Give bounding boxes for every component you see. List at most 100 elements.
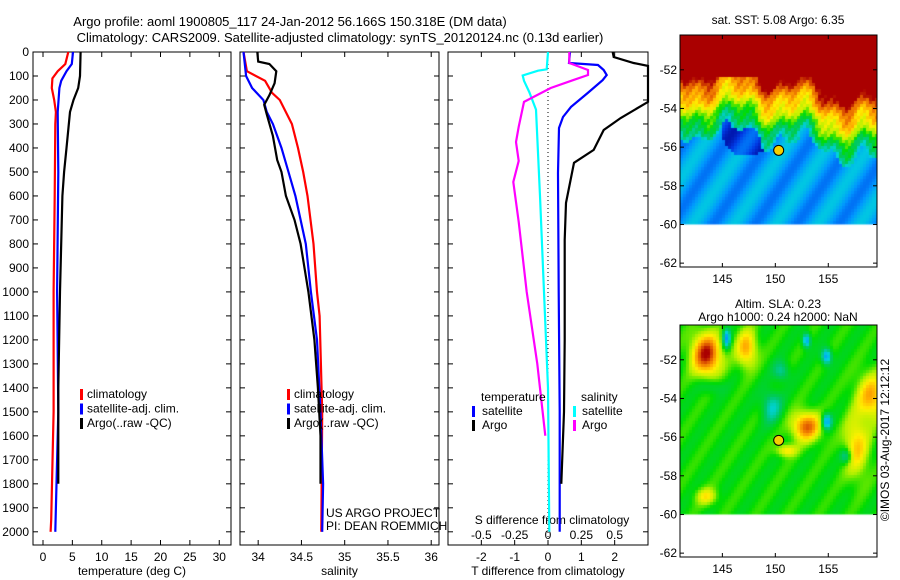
temperature-plot-frame xyxy=(32,51,232,546)
difference-series-salinity-satellite xyxy=(521,51,551,532)
depth-tick-label: 900 xyxy=(9,261,29,275)
temperature-x-tick-label: 20 xyxy=(154,550,168,564)
salinity-x-axis-label: salinity xyxy=(321,564,358,578)
depth-tick-label: 2000 xyxy=(2,525,29,539)
sla-map-lat-label: -54 xyxy=(660,391,678,405)
sla-map-lat-label: -58 xyxy=(660,469,678,483)
figure-title-line2: Climatology: CARS2009. Satellite-adjuste… xyxy=(77,30,604,45)
depth-tick-label: 1500 xyxy=(2,405,29,419)
sst-map-lat-label: -58 xyxy=(660,179,678,193)
sla-map-lon-label: 150 xyxy=(765,562,785,576)
sst-map-frame xyxy=(679,34,878,268)
salinity-series-argo-raw-qc- xyxy=(256,51,322,484)
temperature-series-argo-raw-qc- xyxy=(57,51,82,484)
depth-tick-label: 1800 xyxy=(2,477,29,491)
sla-map-lat-label: -62 xyxy=(660,546,678,560)
depth-tick-label: 800 xyxy=(9,237,29,251)
temperature-x-axis-label: temperature (deg C) xyxy=(78,564,186,578)
depth-tick-label: 1200 xyxy=(2,333,29,347)
sla-map-lat-label: -56 xyxy=(660,430,678,444)
salinity-legend-label: climatology xyxy=(294,387,354,401)
secondary-x-tick-label: -0.25 xyxy=(501,528,529,542)
salinity-legend-label: satellite-adj. clim. xyxy=(294,402,386,416)
sst-map-lon-label: 150 xyxy=(765,272,785,286)
depth-tick-label: 400 xyxy=(9,141,29,155)
sst-map-lon-label: 155 xyxy=(818,272,838,286)
depth-tick-label: 1000 xyxy=(2,285,29,299)
sst-map-lat-label: -54 xyxy=(660,101,678,115)
sst-map-argo-position-marker xyxy=(773,144,785,156)
legend-temperature-swatch xyxy=(472,420,475,431)
legend-temperature-label: Argo xyxy=(482,418,508,432)
legend-salinity-label: satellite xyxy=(582,404,623,418)
sst-map-lon-label: 145 xyxy=(712,272,732,286)
temperature-legend-label: Argo(..raw -QC) xyxy=(87,416,172,430)
legend-salinity-heading: salinity xyxy=(581,390,618,404)
salinity-legend-label: Argo(..raw -QC) xyxy=(294,416,379,430)
sla-map-title: Altim. SLA: 0.23 xyxy=(735,297,821,311)
sst-map-lat-label: -56 xyxy=(660,140,678,154)
depth-tick-label: 1300 xyxy=(2,357,29,371)
legend-temperature-swatch xyxy=(472,406,475,417)
difference-x-tick-label: 2 xyxy=(611,550,618,564)
temperature-series-climatology xyxy=(49,51,70,532)
difference-x-tick-label: -1 xyxy=(509,550,520,564)
sst-map-lat-label: -52 xyxy=(660,63,678,77)
depth-tick-label: 200 xyxy=(9,93,29,107)
secondary-x-tick-label: 0 xyxy=(545,528,552,542)
legend-temperature-heading: temperature xyxy=(481,390,546,404)
salinity-x-tick-label: 35 xyxy=(338,550,352,564)
depth-tick-label: 0 xyxy=(22,45,29,59)
sla-map-frame xyxy=(679,324,878,558)
sla-map-image xyxy=(680,325,877,517)
legend-salinity-swatch xyxy=(573,406,576,417)
sla-map-lat-label: -52 xyxy=(660,353,678,367)
salinity-legend-swatch xyxy=(287,403,290,415)
sla-map-lon-label: 155 xyxy=(818,562,838,576)
temperature-legend-swatch xyxy=(80,418,83,429)
sst-map-title: sat. SST: 5.08 Argo: 6.35 xyxy=(712,13,845,27)
temperature-x-tick-label: 10 xyxy=(95,550,109,564)
difference-x-tick-label: -2 xyxy=(476,550,487,564)
temperature-legend-label: climatology xyxy=(87,387,147,401)
temperature-x-tick-label: 30 xyxy=(213,550,227,564)
secondary-x-axis-label: S difference from climatology xyxy=(475,513,630,527)
sst-map-lat-label: -60 xyxy=(660,217,678,231)
depth-tick-label: 1700 xyxy=(2,453,29,467)
depth-tick-label: 700 xyxy=(9,213,29,227)
difference-x-tick-label: 1 xyxy=(578,550,585,564)
depth-tick-label: 600 xyxy=(9,189,29,203)
depth-tick-label: 1900 xyxy=(2,501,29,515)
salinity-legend-swatch xyxy=(287,389,290,400)
difference-x-axis-label: T difference from climatology xyxy=(471,564,625,578)
sst-map-lat-label: -62 xyxy=(660,256,678,270)
temperature-legend-swatch xyxy=(80,389,83,400)
temperature-x-tick-label: 0 xyxy=(40,550,47,564)
sla-map-argo-position-marker xyxy=(773,434,785,446)
project-label: US ARGO PROJECT xyxy=(326,506,441,520)
temperature-legend-swatch xyxy=(80,403,83,415)
sla-map-lat-label: -60 xyxy=(660,507,678,521)
depth-tick-label: 1100 xyxy=(3,309,29,323)
legend-salinity-swatch xyxy=(573,420,576,431)
temperature-x-tick-label: 25 xyxy=(183,550,197,564)
salinity-x-tick-label: 34 xyxy=(251,550,265,564)
sst-map-image xyxy=(680,35,877,227)
salinity-x-tick-label: 36 xyxy=(425,550,439,564)
temperature-legend-label: satellite-adj. clim. xyxy=(87,402,179,416)
sla-map-subtitle: Argo h1000: 0.24 h2000: NaN xyxy=(698,310,857,324)
legend-salinity-label: Argo xyxy=(582,418,608,432)
salinity-plot-frame xyxy=(239,51,440,546)
depth-tick-label: 100 xyxy=(9,69,29,83)
difference-series-salinity-argo xyxy=(512,52,590,436)
temperature-x-tick-label: 5 xyxy=(69,550,76,564)
depth-tick-label: 1600 xyxy=(2,429,29,443)
figure-title-line1: Argo profile: aoml 1900805_117 24-Jan-20… xyxy=(73,14,506,29)
salinity-series-climatology xyxy=(242,51,324,532)
difference-series-temperature-argo xyxy=(560,51,650,484)
difference-x-tick-label: 0 xyxy=(545,550,552,564)
salinity-legend-swatch xyxy=(287,418,290,429)
depth-tick-label: 500 xyxy=(9,165,29,179)
